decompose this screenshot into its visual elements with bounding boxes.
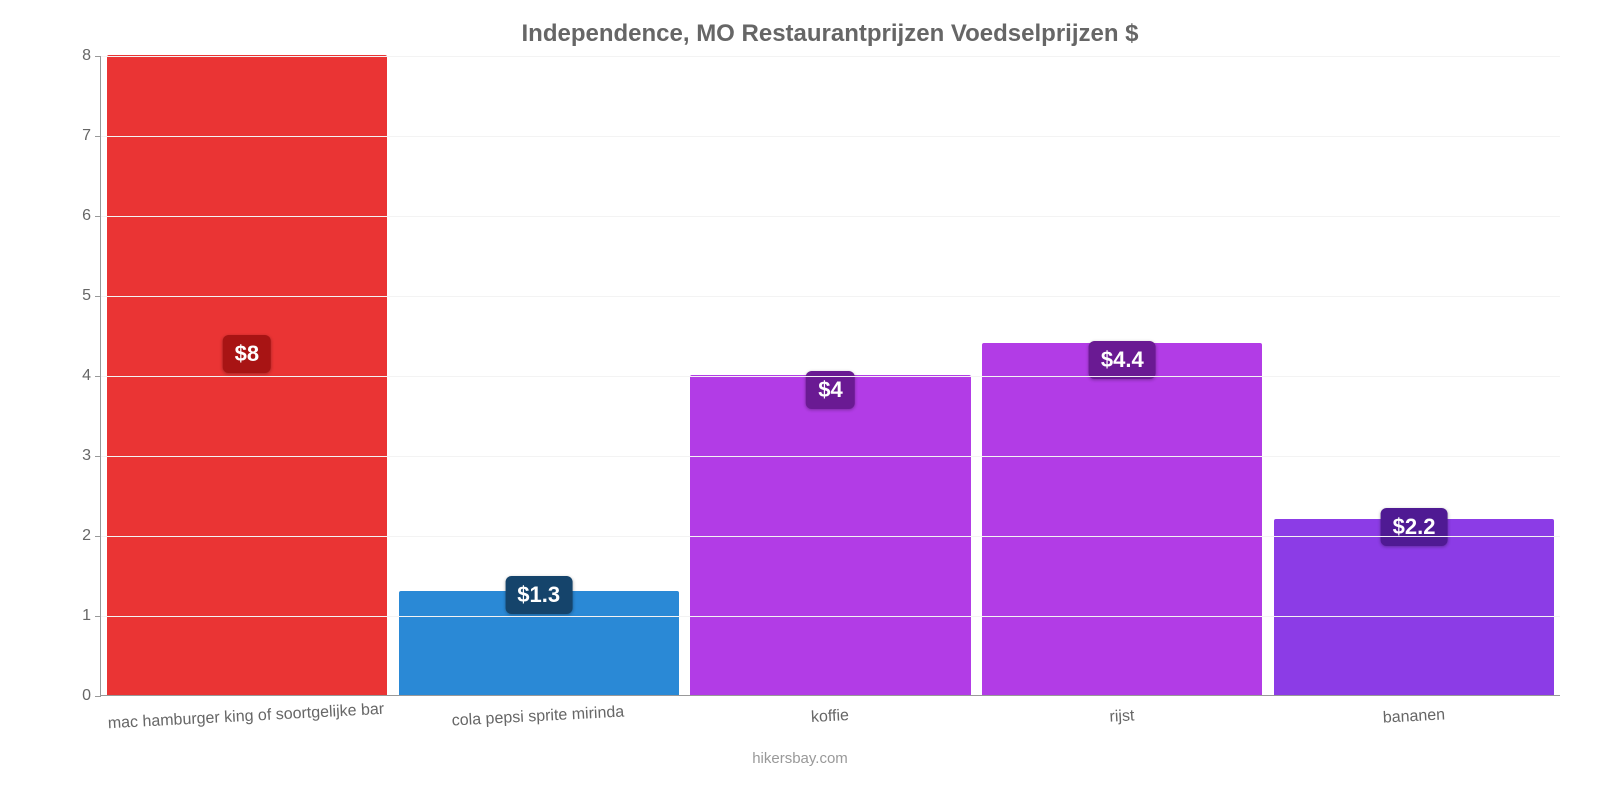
gridline: [101, 616, 1560, 617]
value-badge: $2.2: [1381, 508, 1448, 546]
x-axis-label: bananen: [1268, 700, 1561, 733]
y-tick-label: 8: [55, 47, 91, 65]
y-tick-label: 7: [55, 127, 91, 145]
y-tick-mark: [95, 136, 101, 137]
bar: $1.3: [399, 591, 679, 695]
bar: $4: [690, 375, 970, 695]
y-tick-label: 6: [55, 207, 91, 225]
chart-caption: hikersbay.com: [0, 750, 1600, 767]
x-axis-labels: mac hamburger king of soortgelijke barco…: [100, 708, 1560, 726]
y-tick-mark: [95, 456, 101, 457]
x-axis-label: koffie: [684, 700, 977, 733]
y-tick-mark: [95, 216, 101, 217]
bar: $2.2: [1274, 519, 1554, 695]
value-badge: $1.3: [505, 576, 572, 614]
gridline: [101, 136, 1560, 137]
gridline: [101, 216, 1560, 217]
y-tick-label: 0: [55, 687, 91, 705]
chart-title: Independence, MO Restaurantprijzen Voeds…: [100, 20, 1560, 48]
y-tick-mark: [95, 696, 101, 697]
x-axis-label: rijst: [976, 700, 1269, 733]
x-axis-label: cola pepsi sprite mirinda: [392, 700, 685, 733]
gridline: [101, 376, 1560, 377]
y-tick-label: 3: [55, 447, 91, 465]
gridline: [101, 296, 1560, 297]
y-tick-label: 5: [55, 287, 91, 305]
y-tick-label: 1: [55, 607, 91, 625]
bar: $4.4: [982, 343, 1262, 695]
plot-area: $8$1.3$4$4.4$2.2 012345678 mac hamburger…: [100, 56, 1560, 696]
plot-inner: $8$1.3$4$4.4$2.2 012345678: [100, 56, 1560, 696]
value-badge: $8: [223, 335, 271, 373]
y-tick-mark: [95, 536, 101, 537]
x-axis-label: mac hamburger king of soortgelijke bar: [100, 700, 393, 733]
y-tick-label: 2: [55, 527, 91, 545]
gridline: [101, 56, 1560, 57]
y-tick-mark: [95, 56, 101, 57]
y-tick-mark: [95, 376, 101, 377]
y-tick-label: 4: [55, 367, 91, 385]
gridline: [101, 536, 1560, 537]
gridline: [101, 456, 1560, 457]
value-badge: $4.4: [1089, 341, 1156, 379]
price-bar-chart: Independence, MO Restaurantprijzen Voeds…: [0, 0, 1600, 800]
y-tick-mark: [95, 296, 101, 297]
bar: $8: [107, 55, 387, 695]
y-tick-mark: [95, 616, 101, 617]
